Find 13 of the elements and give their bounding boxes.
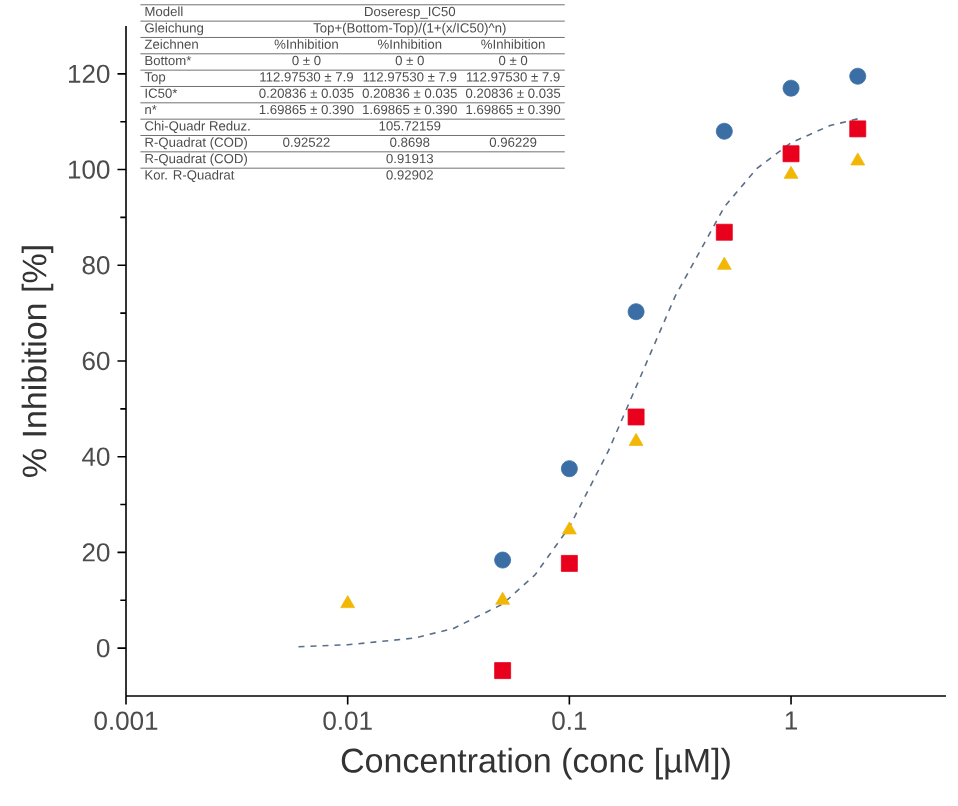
y-tick-label: 80 xyxy=(82,256,110,275)
x-tick-label: 0.01 xyxy=(323,711,372,730)
x-tick-label: 0.1 xyxy=(552,711,587,730)
y-tick-label: 20 xyxy=(82,543,110,562)
x-tick-label: 1 xyxy=(785,711,798,730)
y-tick-label: 40 xyxy=(82,447,110,466)
y-tick-label: 100 xyxy=(69,160,110,179)
y-tick-label: 0 xyxy=(96,638,110,658)
y-axis-title: % Inhibition [%] xyxy=(21,246,54,477)
x-tick-label: 0.001 xyxy=(94,711,158,730)
y-tick-label: 120 xyxy=(69,64,110,84)
y-tick-label: 60 xyxy=(82,351,110,371)
x-axis-title: Concentration (conc [µM]) xyxy=(341,747,730,780)
